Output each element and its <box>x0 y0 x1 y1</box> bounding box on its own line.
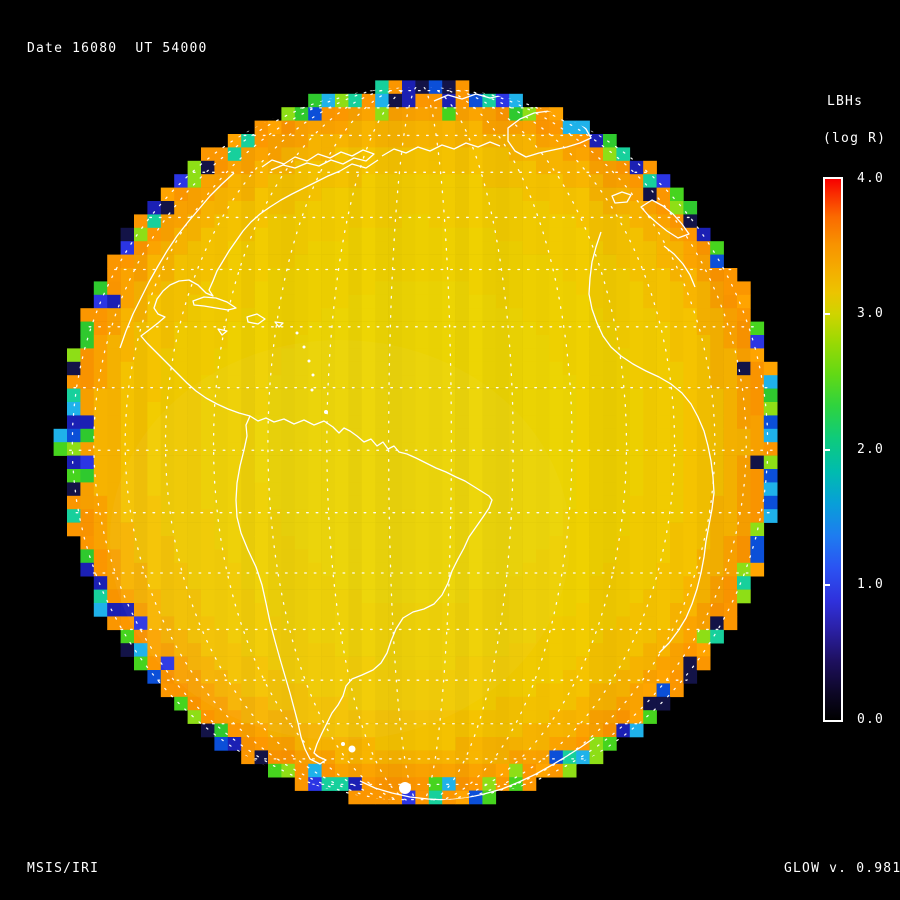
coastline-south_america <box>235 415 493 765</box>
coastline-north_america_east <box>140 159 379 417</box>
coastline-great_lakes <box>261 149 375 171</box>
version-label: GLOW v. 0.981 <box>784 861 900 876</box>
coastline-cuba <box>192 296 237 311</box>
colorbar-tick-label: 1.0 <box>857 576 885 592</box>
colorbar-tick-label: 4.0 <box>857 171 885 186</box>
coastline-iceland <box>611 191 632 204</box>
coastline-africa_west <box>588 231 715 654</box>
coastline-jamaica <box>217 328 228 336</box>
colorbar-tick-mark <box>825 448 830 451</box>
colorbar-tick-label: 0.0 <box>857 712 885 727</box>
coastline-europe <box>640 199 690 239</box>
coastline-pacific_coast <box>119 172 235 349</box>
coastline-hispaniola <box>246 313 266 325</box>
colorbar-title: LBHs <box>827 94 864 109</box>
coastline-puerto_rico <box>274 321 284 328</box>
colorbar-tick-mark <box>825 313 830 316</box>
model-label: MSIS/IRI <box>27 861 100 876</box>
coastline-antarctica <box>359 737 595 801</box>
coastline-iberia_med <box>663 245 696 288</box>
coastline-northeast_coast <box>381 141 501 157</box>
colorbar-subtitle: (log R) <box>823 131 887 146</box>
colorbar <box>823 177 843 722</box>
date-label: Date 16080 UT 54000 <box>27 41 208 56</box>
colorbar-tick-label: 2.0 <box>857 441 885 457</box>
coastline-greenland <box>507 110 592 158</box>
coastline-arctic_coast <box>433 93 505 102</box>
colorbar-tick-label: 3.0 <box>857 306 885 322</box>
colorbar-tick-mark <box>825 583 830 586</box>
